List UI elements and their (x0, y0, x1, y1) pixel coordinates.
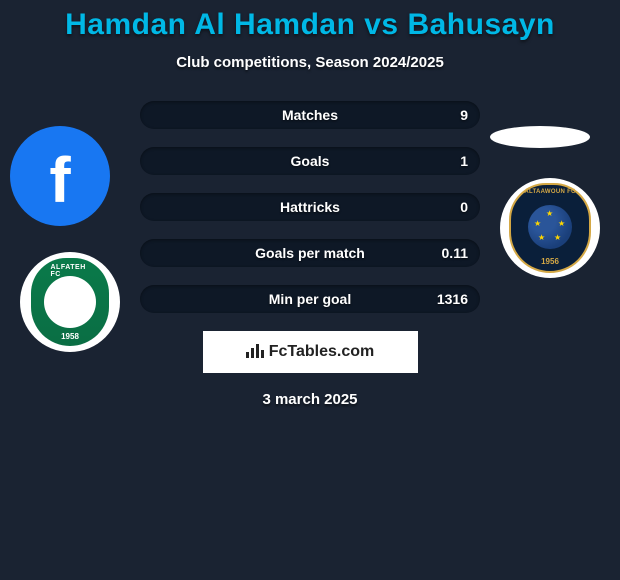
star-icon: ★ (546, 209, 553, 218)
club-right-year: 1956 (541, 257, 559, 266)
star-icon: ★ (554, 233, 561, 242)
player-avatar-right (490, 126, 590, 148)
club-right-name: ALTAAWOUN FC (524, 189, 575, 195)
date-label: 3 march 2025 (0, 391, 620, 408)
stat-value-right: 9 (460, 107, 468, 123)
star-icon: ★ (534, 219, 541, 228)
facebook-icon: f (49, 143, 70, 217)
club-badge-left: ALFATEH FC 1958 (20, 252, 120, 352)
stat-value-right: 1316 (437, 291, 468, 307)
brand-watermark[interactable]: FcTables.com (203, 331, 418, 373)
stat-value-right: 0.11 (442, 245, 468, 261)
club-badge-right: ALTAAWOUN FC ★ ★ ★ ★ ★ 1956 (500, 178, 600, 278)
stat-label: Goals (291, 153, 330, 169)
stat-label: Goals per match (255, 245, 365, 261)
stat-row-min-per-goal: Min per goal 1316 (140, 285, 480, 313)
stat-value-right: 1 (460, 153, 468, 169)
player-avatar-left: f (10, 126, 110, 226)
club-right-ball-icon: ★ ★ ★ ★ ★ (528, 205, 572, 249)
stat-row-goals-per-match: Goals per match 0.11 (140, 239, 480, 267)
brand-text: FcTables.com (269, 343, 375, 361)
stat-label: Min per goal (269, 291, 351, 307)
stat-row-matches: Matches 9 (140, 101, 480, 129)
stat-row-goals: Goals 1 (140, 147, 480, 175)
chart-bar-icon (246, 342, 264, 363)
club-left-emblem-icon (44, 276, 96, 328)
page-subtitle: Club competitions, Season 2024/2025 (0, 54, 620, 71)
club-left-year: 1958 (61, 332, 79, 341)
stat-label: Matches (282, 107, 338, 123)
star-icon: ★ (558, 219, 565, 228)
stat-label: Hattricks (280, 199, 340, 215)
stat-value-right: 0 (460, 199, 468, 215)
stat-row-hattricks: Hattricks 0 (140, 193, 480, 221)
star-icon: ★ (538, 233, 545, 242)
page-title: Hamdan Al Hamdan vs Bahusayn (0, 8, 620, 42)
